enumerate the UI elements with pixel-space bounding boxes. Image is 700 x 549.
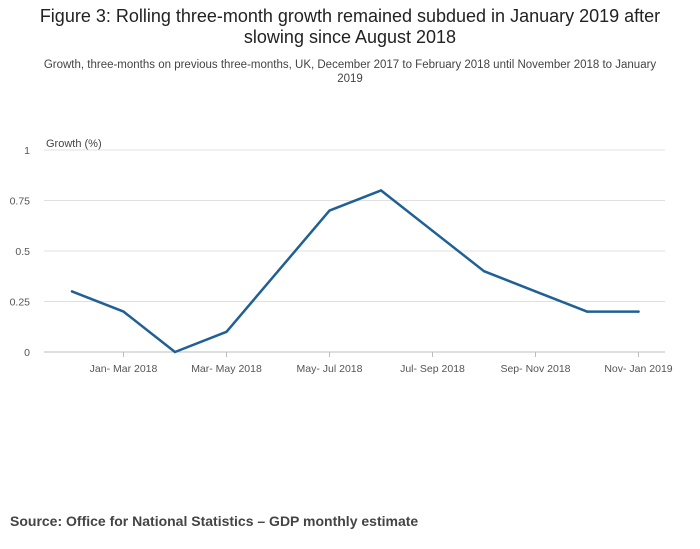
data-point <box>585 310 589 313</box>
data-point <box>225 330 228 333</box>
y-axis-label: Growth (%) <box>46 138 102 150</box>
chart-title: Figure 3: Rolling three-month growth rem… <box>39 6 661 47</box>
x-tick-label: May- Jul 2018 <box>297 363 363 375</box>
data-point <box>122 310 125 313</box>
data-point <box>276 270 280 273</box>
y-tick-label: 0.5 <box>15 246 30 258</box>
data-point <box>637 310 640 313</box>
data-point <box>173 350 177 354</box>
y-axis-ticks: 0 0.25 0.5 0.75 1 <box>10 145 31 359</box>
y-tick-label: 0 <box>24 347 30 359</box>
data-point <box>482 270 486 273</box>
chart-subtitle: Growth, three-months on previous three-m… <box>43 59 657 85</box>
x-tick-label: Jan- Mar 2018 <box>90 363 158 375</box>
x-tick-label: Sep- Nov 2018 <box>500 363 570 375</box>
series-line <box>70 189 640 354</box>
y-tick-label: 0.25 <box>10 297 31 309</box>
data-point <box>379 189 383 192</box>
x-tick-label: Mar- May 2018 <box>191 363 262 375</box>
data-point <box>328 209 331 212</box>
y-tick-label: 1 <box>24 145 30 157</box>
data-point <box>431 229 434 232</box>
source-note: Source: Office for National Statistics –… <box>10 513 419 529</box>
series-group <box>70 189 640 354</box>
data-point <box>534 290 537 293</box>
x-tick-label: Jul- Sep 2018 <box>400 363 465 375</box>
data-point <box>70 290 74 293</box>
x-tick-label: Nov- Jan 2019 <box>604 363 672 375</box>
x-axis-ticks: Jan- Mar 2018 Mar- May 2018 May- Jul 2018 J… <box>90 352 673 375</box>
y-tick-label: 0.75 <box>10 196 31 208</box>
